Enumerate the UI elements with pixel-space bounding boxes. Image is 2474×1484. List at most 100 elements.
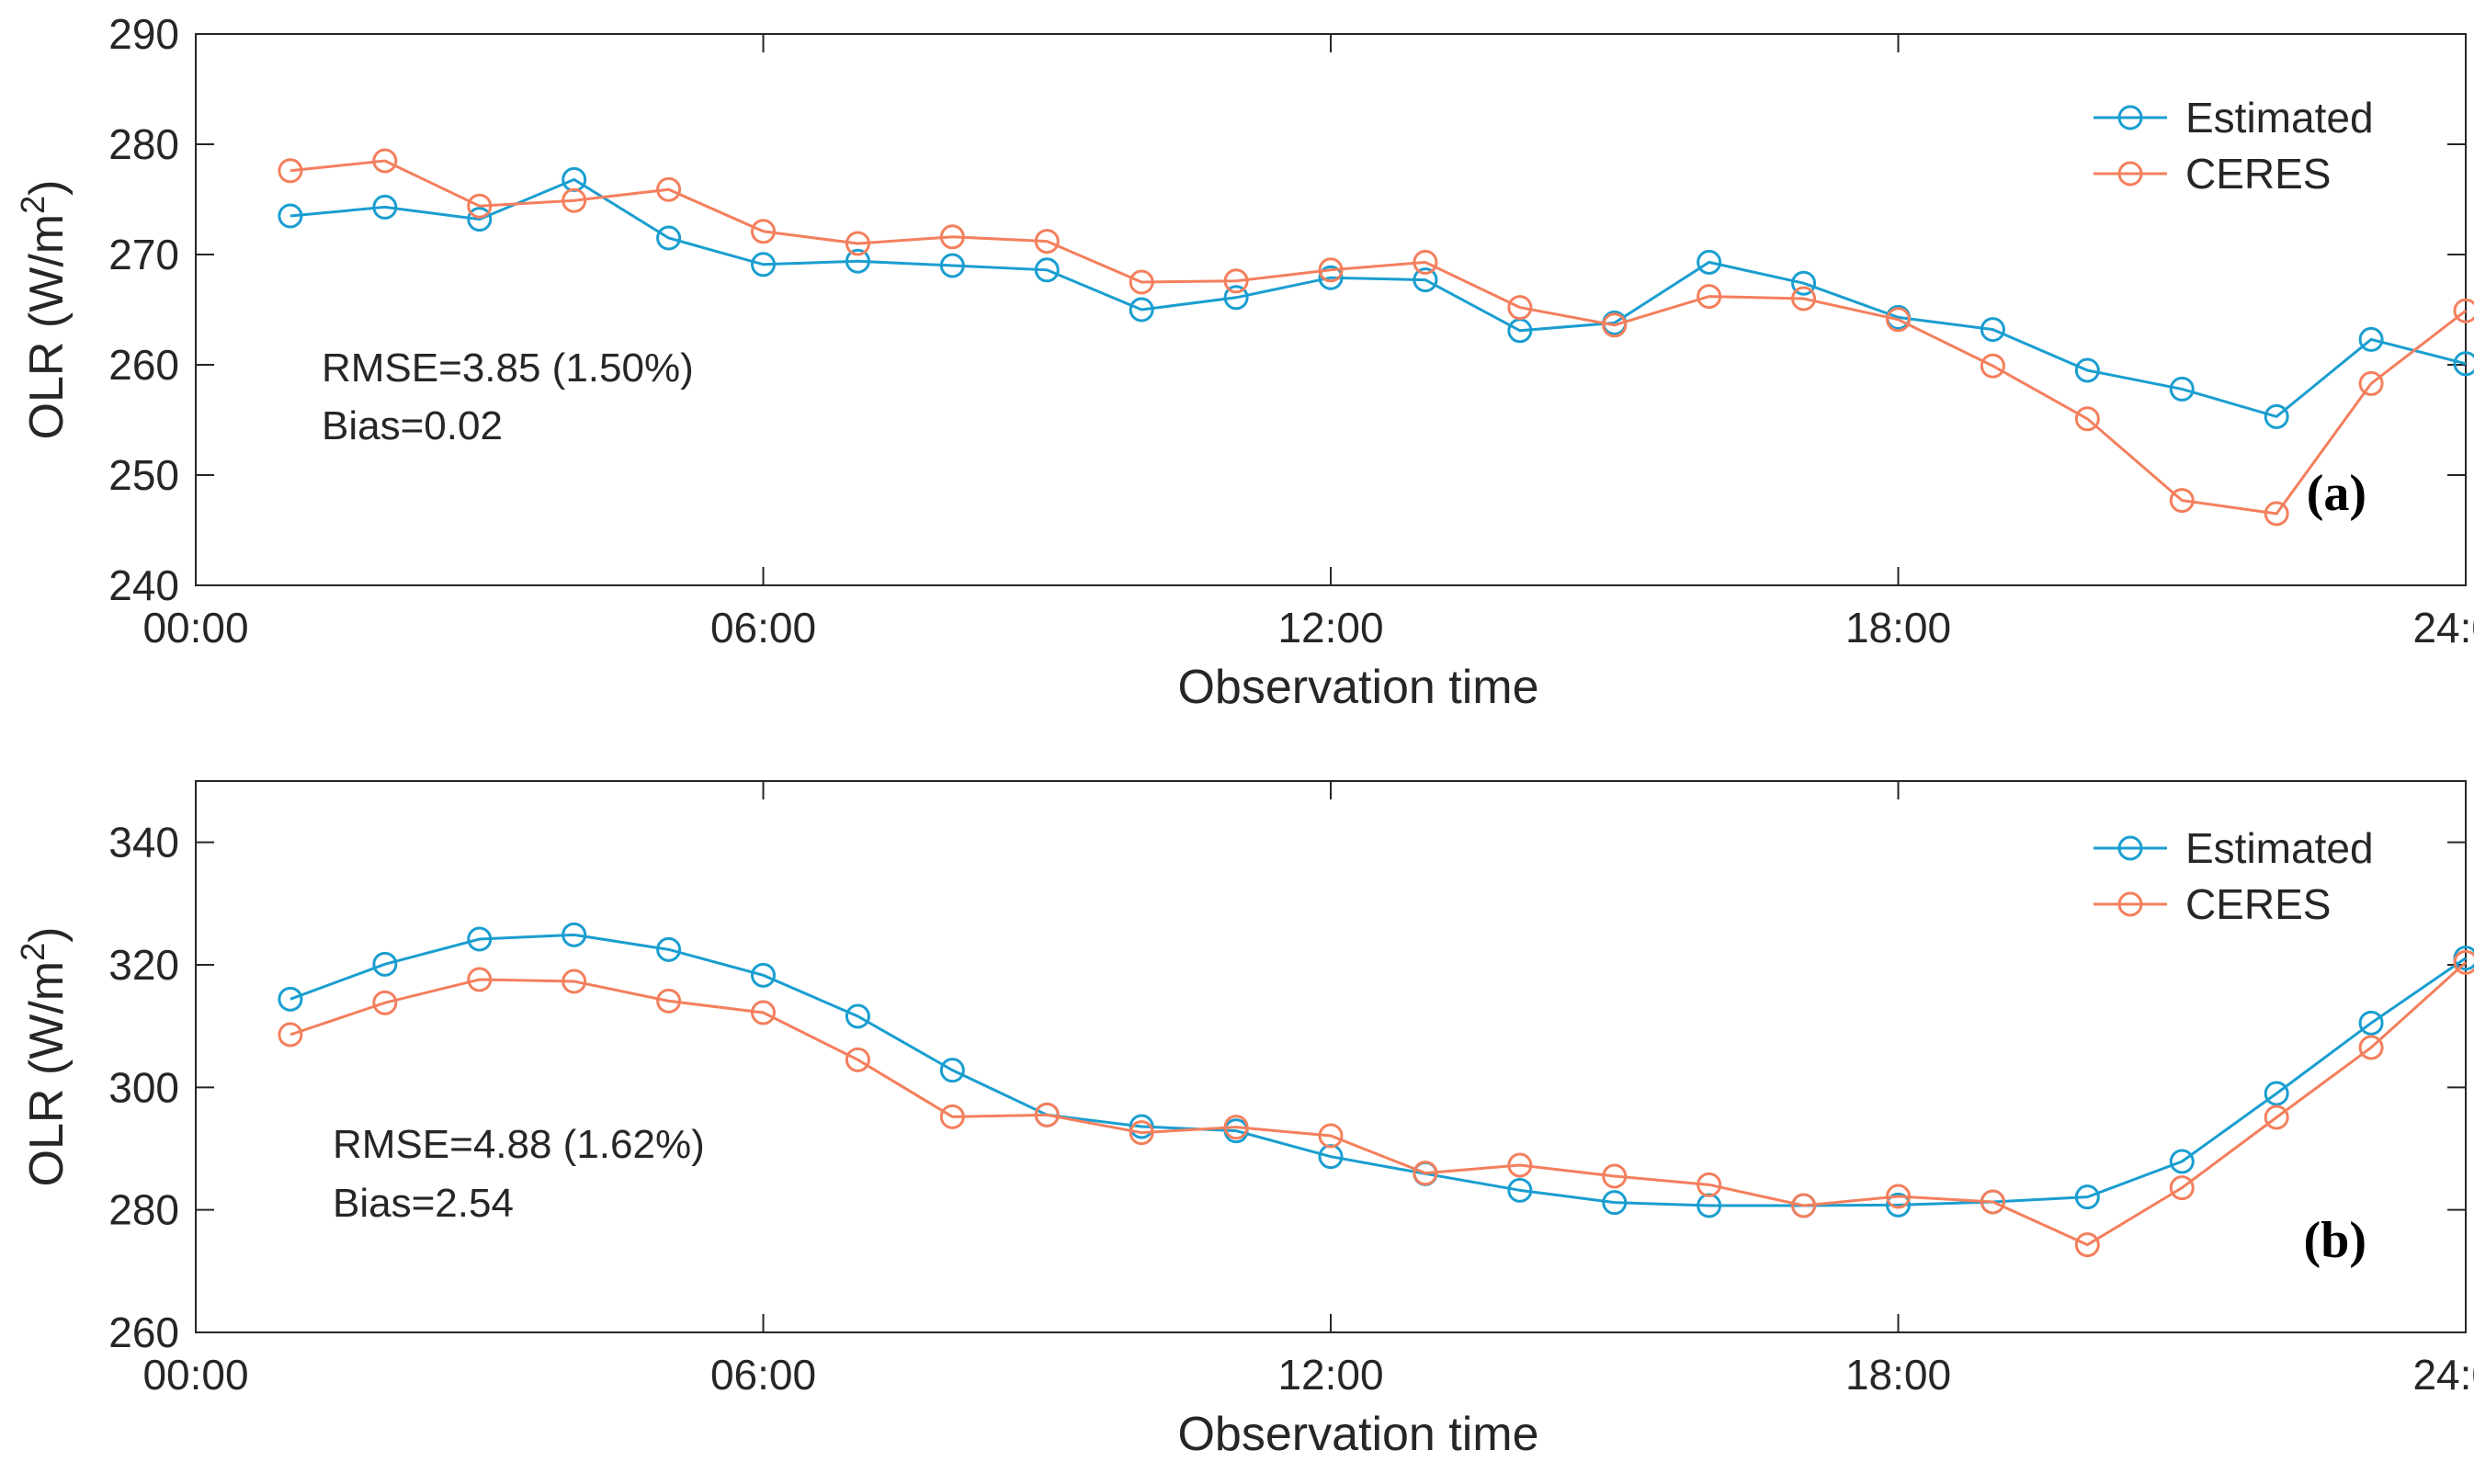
data-point-estimated	[1602, 1190, 1628, 1216]
data-point-estimated	[2074, 357, 2100, 383]
y-tick-label: 320	[108, 941, 179, 989]
data-point-ceres	[1886, 307, 1911, 333]
data-point-estimated	[2074, 1184, 2100, 1210]
x-tick-label: 12:00	[1277, 1351, 1383, 1399]
legend-marker-estimated	[2117, 835, 2143, 861]
data-point-ceres	[845, 1047, 870, 1072]
data-point-estimated	[2358, 1010, 2384, 1036]
legend-label-ceres: CERES	[2185, 150, 2331, 198]
data-point-estimated	[467, 926, 493, 952]
data-point-ceres	[2074, 406, 2100, 432]
x-tick-label: 12:00	[1277, 604, 1383, 651]
data-point-ceres	[939, 224, 965, 250]
data-point-estimated	[751, 252, 776, 278]
y-tick-label: 300	[108, 1063, 179, 1111]
panels: 240 250 260 270 280 290 00:00 06:00 12:00 18:00 24…	[14, 10, 2474, 1461]
data-point-estimated	[2358, 326, 2384, 352]
series-line-ceres	[289, 159, 2467, 515]
data-point-estimated	[1791, 270, 1817, 296]
data-point-ceres	[1697, 1172, 1722, 1197]
data-point-estimated	[1697, 249, 1722, 275]
x-tick-label: 00:00	[142, 1351, 248, 1399]
data-point-ceres	[1980, 1189, 2005, 1215]
data-point-estimated	[2169, 1149, 2195, 1174]
data-point-estimated	[656, 936, 682, 962]
data-point-ceres	[2358, 370, 2384, 396]
rmse-annotation: RMSE=3.85 (1.50%)	[322, 346, 694, 391]
data-point-estimated	[1034, 257, 1060, 283]
data-point-ceres	[1602, 1163, 1628, 1189]
y-tick-label: 270	[108, 231, 179, 278]
data-point-estimated	[1129, 297, 1154, 323]
data-point-ceres	[1980, 353, 2005, 379]
series-line-estimated	[289, 933, 2467, 1207]
data-point-ceres	[562, 187, 587, 213]
x-tick-label: 18:00	[1845, 604, 1951, 651]
y-axis-label: OLR (W/m2)	[14, 180, 74, 440]
data-point-estimated	[845, 248, 870, 274]
y-tick-label: 280	[108, 120, 179, 168]
rmse-annotation: RMSE=4.88 (1.62%)	[333, 1122, 705, 1167]
data-point-ceres	[372, 148, 398, 174]
data-point-estimated	[1980, 317, 2005, 343]
data-point-ceres	[2453, 949, 2474, 975]
legend-label-estimated: Estimated	[2185, 824, 2374, 872]
x-tick-label: 06:00	[710, 1351, 816, 1399]
data-point-ceres	[562, 969, 587, 994]
x-axis-label: Observation time	[1177, 661, 1538, 714]
data-point-ceres	[1886, 1184, 1911, 1209]
data-point-estimated	[562, 922, 587, 947]
data-point-estimated	[1223, 285, 1249, 311]
data-point-estimated	[939, 1058, 965, 1083]
data-point-ceres	[2358, 1035, 2384, 1060]
y-tick-label: 290	[108, 10, 179, 58]
chart-panel-a: 240 250 260 270 280 290 00:00 06:00 12:00 18:00 24…	[14, 10, 2474, 714]
data-point-ceres	[656, 988, 682, 1014]
data-point-ceres	[2264, 501, 2289, 527]
data-point-estimated	[1507, 1177, 1533, 1203]
y-axis-label: OLR (W/m2)	[14, 927, 74, 1187]
x-tick-label: 18:00	[1845, 1351, 1951, 1399]
data-point-ceres	[1318, 1123, 1344, 1149]
panel-label: (a)	[2307, 465, 2366, 522]
data-point-ceres	[372, 990, 398, 1015]
x-tick-label: 00:00	[142, 604, 248, 651]
y-axis-label-main: OLR (W/m	[20, 961, 74, 1187]
x-tick-label: 06:00	[710, 604, 816, 651]
series-line-estimated	[289, 177, 2467, 419]
data-point-ceres	[751, 219, 776, 244]
y-axis-label-superscript: 2	[14, 196, 51, 214]
data-point-estimated	[1129, 1114, 1154, 1139]
data-point-estimated	[278, 203, 303, 229]
data-point-estimated	[2453, 351, 2474, 377]
y-axis-label-main: OLR (W/m	[20, 214, 74, 440]
chart-panel-b: 260 280 300 320 340 00:00 06:00 12:00 18:00 24:00…	[14, 780, 2474, 1461]
data-point-estimated	[278, 986, 303, 1012]
legend-label-estimated: Estimated	[2185, 94, 2374, 142]
data-point-estimated	[1886, 1192, 1911, 1218]
data-point-ceres	[1413, 249, 1438, 275]
legend-label-ceres: CERES	[2185, 880, 2331, 928]
data-point-ceres	[1034, 1102, 1060, 1127]
legend-marker-estimated	[2117, 105, 2143, 130]
y-tick-label: 260	[108, 1308, 179, 1356]
data-point-ceres	[1791, 286, 1817, 312]
x-tick-label: 24:00	[2412, 604, 2474, 651]
data-point-ceres	[939, 1104, 965, 1129]
data-point-estimated	[467, 207, 493, 232]
legend-marker-ceres	[2117, 161, 2143, 187]
data-point-ceres	[845, 231, 870, 256]
data-point-ceres	[1034, 229, 1060, 255]
data-point-estimated	[372, 951, 398, 977]
data-point-ceres	[467, 193, 493, 219]
data-point-ceres	[2074, 1232, 2100, 1258]
y-axis-label-close: )	[20, 927, 74, 943]
data-point-ceres	[2169, 488, 2195, 514]
data-point-ceres	[467, 967, 493, 992]
data-point-ceres	[1223, 268, 1249, 294]
y-tick-label: 260	[108, 341, 179, 389]
data-point-ceres	[1129, 1120, 1154, 1146]
data-point-ceres	[1507, 295, 1533, 321]
y-tick-label: 340	[108, 819, 179, 867]
